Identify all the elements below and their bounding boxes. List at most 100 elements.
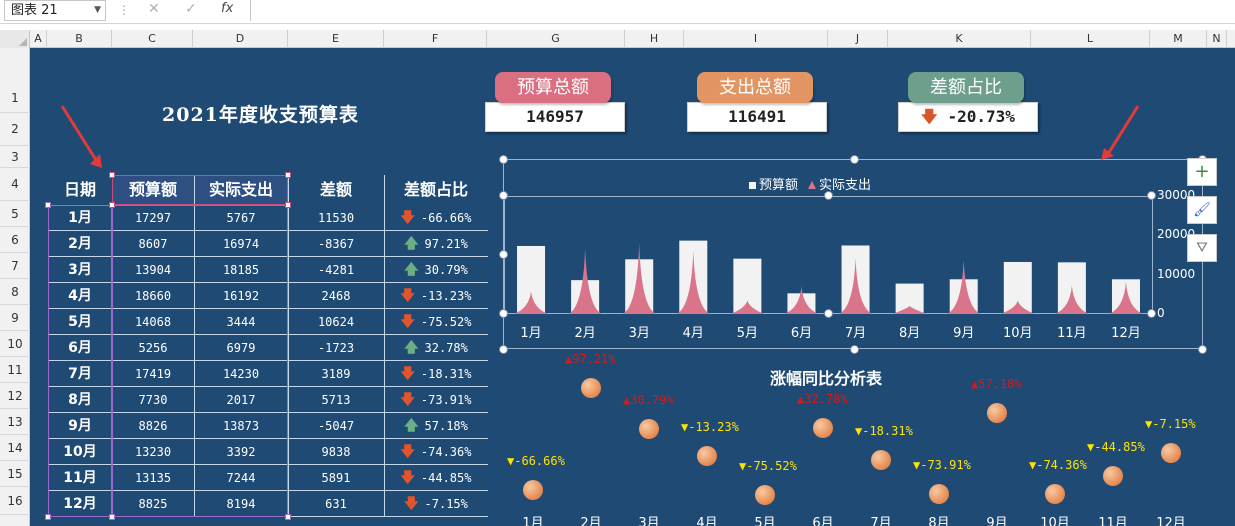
growth-point[interactable] bbox=[1161, 442, 1181, 463]
cell-ratio[interactable]: 🡅 97.21% bbox=[384, 231, 488, 257]
growth-point[interactable] bbox=[697, 446, 717, 467]
cell-actual[interactable]: 5767 bbox=[226, 211, 256, 225]
cell-budget[interactable]: 17297 bbox=[134, 211, 172, 225]
cell-month[interactable]: 9月 bbox=[68, 418, 92, 434]
chart-resize-handle[interactable] bbox=[824, 191, 833, 200]
cell-month[interactable]: 7月 bbox=[68, 366, 92, 382]
cell-ratio[interactable]: 🡇 -13.23% bbox=[384, 283, 488, 309]
cancel-icon[interactable]: ✕ bbox=[148, 1, 160, 17]
chart-resize-handle[interactable] bbox=[499, 250, 508, 259]
column-header-f[interactable]: F bbox=[384, 30, 487, 48]
actual-spike[interactable] bbox=[838, 258, 873, 314]
cell-ratio[interactable]: 🡇 -7.15% bbox=[384, 491, 488, 517]
cell-diff[interactable]: -5047 bbox=[317, 419, 355, 433]
column-header-a[interactable]: A bbox=[30, 30, 47, 48]
cell-diff[interactable]: -8367 bbox=[317, 237, 355, 251]
range-handle[interactable] bbox=[45, 514, 51, 520]
chart-resize-handle[interactable] bbox=[499, 155, 508, 164]
chart-resize-handle[interactable] bbox=[1147, 191, 1156, 200]
insert-function-button[interactable]: fx bbox=[221, 1, 234, 16]
cell-budget[interactable]: 5256 bbox=[138, 341, 168, 355]
actual-spike[interactable] bbox=[676, 250, 711, 314]
cell-ratio[interactable]: 🡅 57.18% bbox=[384, 413, 488, 439]
range-handle[interactable] bbox=[285, 202, 291, 208]
growth-point[interactable] bbox=[755, 485, 775, 506]
select-all-button[interactable] bbox=[0, 30, 30, 48]
column-header-b[interactable]: B bbox=[47, 30, 112, 48]
row-header-8[interactable]: 8 bbox=[0, 279, 30, 305]
cell-diff[interactable]: 10624 bbox=[317, 315, 355, 329]
row-header-3[interactable]: 3 bbox=[0, 146, 30, 168]
cell-ratio[interactable]: 🡇 -18.31% bbox=[384, 361, 488, 387]
cell-budget[interactable]: 18660 bbox=[134, 289, 172, 303]
column-header-e[interactable]: E bbox=[288, 30, 384, 48]
column-header-c[interactable]: C bbox=[112, 30, 193, 48]
growth-point[interactable] bbox=[523, 479, 543, 500]
cell-month[interactable]: 8月 bbox=[68, 392, 92, 408]
cell-month[interactable]: 11月 bbox=[63, 470, 97, 486]
header-date[interactable]: 日期 bbox=[63, 180, 96, 199]
cell-budget[interactable]: 8607 bbox=[138, 237, 168, 251]
range-handle[interactable] bbox=[45, 202, 51, 208]
column-header-h[interactable]: H bbox=[625, 30, 684, 48]
range-handle[interactable] bbox=[109, 172, 115, 178]
worksheet[interactable]: 2021年度收支预算表 146957 预算总额 116491 支出总额 🡇 -20… bbox=[30, 48, 1235, 526]
growth-point[interactable] bbox=[813, 417, 833, 438]
cell-ratio[interactable]: 🡅 30.79% bbox=[384, 257, 488, 283]
chart-resize-handle[interactable] bbox=[850, 155, 859, 164]
column-header-l[interactable]: L bbox=[1031, 30, 1150, 48]
actual-spike[interactable] bbox=[568, 247, 603, 314]
cell-ratio[interactable]: 🡅 32.78% bbox=[384, 335, 488, 361]
row-header-10[interactable]: 10 bbox=[0, 331, 30, 357]
cell-ratio[interactable]: 🡇 -74.36% bbox=[384, 439, 488, 465]
cell-ratio[interactable]: 🡇 -44.85% bbox=[384, 465, 488, 491]
row-header-4[interactable]: 4 bbox=[0, 168, 30, 201]
range-handle[interactable] bbox=[285, 514, 291, 520]
cell-actual[interactable]: 3392 bbox=[226, 445, 256, 459]
confirm-icon[interactable]: ✓ bbox=[185, 1, 197, 17]
header-budget[interactable]: 预算额 bbox=[112, 175, 194, 205]
row-header-11[interactable]: 11 bbox=[0, 357, 30, 383]
column-header-g[interactable]: G bbox=[487, 30, 625, 48]
column-header-k[interactable]: K bbox=[888, 30, 1031, 48]
chart-resize-handle[interactable] bbox=[499, 309, 508, 318]
row-header-15[interactable]: 15 bbox=[0, 461, 30, 487]
cell-month[interactable]: 5月 bbox=[68, 314, 92, 330]
cell-actual[interactable]: 16192 bbox=[222, 289, 260, 303]
growth-point[interactable] bbox=[929, 484, 949, 505]
chart-filters-button[interactable]: ⛛ bbox=[1187, 234, 1217, 262]
chart-elements-button[interactable]: + bbox=[1187, 158, 1217, 186]
header-ratio[interactable]: 差额占比 bbox=[403, 180, 468, 199]
chart-resize-handle[interactable] bbox=[1198, 345, 1207, 354]
cell-budget[interactable]: 17419 bbox=[134, 367, 172, 381]
growth-point[interactable] bbox=[1045, 484, 1065, 505]
growth-point[interactable] bbox=[871, 449, 891, 470]
cell-ratio[interactable]: 🡇 -75.52% bbox=[384, 309, 488, 335]
cell-ratio[interactable]: 🡇 -66.66% bbox=[384, 205, 488, 231]
growth-point[interactable] bbox=[1103, 466, 1123, 487]
cell-diff[interactable]: 631 bbox=[325, 497, 347, 511]
cell-ratio[interactable]: 🡇 -73.91% bbox=[384, 387, 488, 413]
row-header-6[interactable]: 6 bbox=[0, 227, 30, 253]
cell-budget[interactable]: 13135 bbox=[134, 471, 172, 485]
row-header-13[interactable]: 13 bbox=[0, 409, 30, 435]
growth-point[interactable] bbox=[581, 377, 601, 398]
cell-month[interactable]: 4月 bbox=[68, 288, 92, 304]
cell-actual[interactable]: 13873 bbox=[222, 419, 260, 433]
actual-spike[interactable] bbox=[784, 286, 819, 314]
chart-legend[interactable]: 预算额 实际支出 bbox=[749, 174, 871, 193]
cell-actual[interactable]: 6979 bbox=[226, 341, 256, 355]
column-header-i[interactable]: I bbox=[684, 30, 828, 48]
actual-spike[interactable] bbox=[1054, 285, 1089, 314]
row-header-12[interactable]: 12 bbox=[0, 383, 30, 409]
cell-actual[interactable]: 8194 bbox=[226, 497, 256, 511]
cell-budget[interactable]: 13230 bbox=[134, 445, 172, 459]
actual-spike[interactable] bbox=[622, 242, 657, 314]
range-handle[interactable] bbox=[285, 172, 291, 178]
chevron-down-icon[interactable]: ▼ bbox=[94, 5, 101, 15]
cell-month[interactable]: 2月 bbox=[68, 236, 92, 252]
range-handle[interactable] bbox=[109, 514, 115, 520]
cell-budget[interactable]: 13904 bbox=[134, 263, 172, 277]
actual-spike[interactable] bbox=[1000, 300, 1035, 314]
cell-actual[interactable]: 16974 bbox=[222, 237, 260, 251]
